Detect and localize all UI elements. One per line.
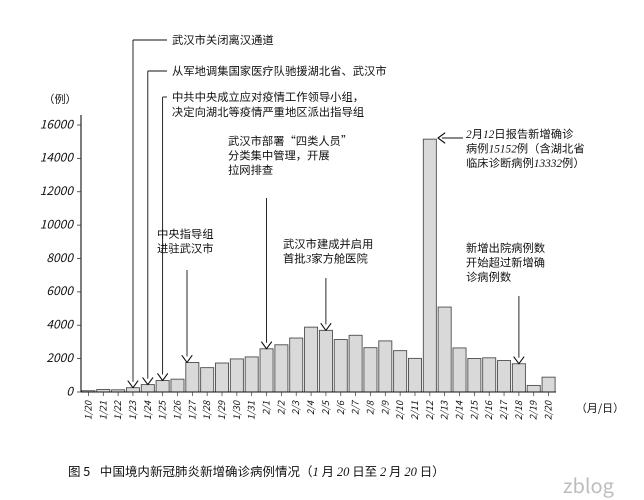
svg-text:2/3: 2/3 bbox=[288, 400, 302, 415]
svg-text:14000: 14000 bbox=[40, 149, 75, 166]
svg-text:诊病例数: 诊病例数 bbox=[466, 269, 512, 285]
svg-text:临床诊断病例13332例）: 临床诊断病例13332例） bbox=[466, 155, 585, 171]
svg-text:12000: 12000 bbox=[40, 182, 75, 199]
svg-text:1/22: 1/22 bbox=[110, 400, 124, 420]
svg-text:中共中央成立应对疫情工作领导小组，: 中共中央成立应对疫情工作领导小组， bbox=[172, 89, 364, 105]
svg-text:2/10: 2/10 bbox=[392, 400, 406, 420]
svg-text:拉网排查: 拉网排查 bbox=[228, 162, 273, 178]
svg-text:进驻武汉市: 进驻武汉市 bbox=[157, 241, 214, 257]
svg-text:2/19: 2/19 bbox=[526, 400, 540, 420]
svg-text:决定向湖北等疫情严重地区派出指导组: 决定向湖北等疫情严重地区派出指导组 bbox=[172, 104, 364, 120]
svg-text:1/28: 1/28 bbox=[199, 400, 213, 420]
svg-text:2/15: 2/15 bbox=[466, 400, 480, 420]
svg-text:1/21: 1/21 bbox=[95, 401, 109, 420]
svg-text:2/9: 2/9 bbox=[377, 400, 391, 415]
svg-text:8000: 8000 bbox=[46, 249, 74, 266]
svg-text:2/11: 2/11 bbox=[407, 401, 421, 420]
svg-text:2/4: 2/4 bbox=[303, 400, 317, 415]
svg-text:10000: 10000 bbox=[40, 215, 75, 232]
svg-text:2/16: 2/16 bbox=[481, 399, 495, 420]
svg-text:2/6: 2/6 bbox=[333, 399, 347, 415]
svg-text:1/31: 1/31 bbox=[244, 401, 258, 420]
svg-text:武汉市关闭离汉通道: 武汉市关闭离汉通道 bbox=[172, 32, 274, 48]
svg-text:图 5: 图 5 bbox=[68, 461, 90, 480]
svg-text:1/26: 1/26 bbox=[169, 399, 183, 420]
svg-text:1/30: 1/30 bbox=[229, 400, 243, 420]
svg-text:6000: 6000 bbox=[46, 282, 74, 299]
svg-text:1/25: 1/25 bbox=[155, 400, 169, 420]
svg-text:1/29: 1/29 bbox=[214, 400, 228, 420]
svg-text:2000: 2000 bbox=[46, 349, 74, 366]
svg-text:首批3家方舱医院: 首批3家方舱医院 bbox=[283, 251, 368, 267]
svg-text:2/13: 2/13 bbox=[437, 400, 451, 420]
svg-text:1/20: 1/20 bbox=[80, 400, 94, 420]
svg-text:2/7: 2/7 bbox=[348, 399, 362, 415]
svg-text:2/18: 2/18 bbox=[511, 400, 525, 420]
svg-text:1/27: 1/27 bbox=[184, 399, 198, 420]
svg-text:从军地调集国家医疗队驰援湖北省、武汉市: 从军地调集国家医疗队驰援湖北省、武汉市 bbox=[172, 63, 387, 79]
svg-text:2/8: 2/8 bbox=[362, 400, 376, 415]
svg-text:1/23: 1/23 bbox=[125, 400, 139, 420]
svg-text:2/20: 2/20 bbox=[541, 400, 555, 420]
svg-text:2/12: 2/12 bbox=[422, 400, 436, 420]
svg-text:4000: 4000 bbox=[46, 316, 74, 333]
svg-text:2/2: 2/2 bbox=[273, 400, 287, 415]
svg-text:（例）: （例） bbox=[44, 91, 77, 107]
svg-text:16000: 16000 bbox=[40, 115, 75, 132]
svg-text:zblog: zblog bbox=[563, 470, 614, 499]
svg-text:2/5: 2/5 bbox=[318, 400, 332, 415]
svg-text:2/17: 2/17 bbox=[496, 399, 510, 420]
svg-text:2/14: 2/14 bbox=[452, 400, 466, 420]
svg-text:（月/日）: （月/日） bbox=[576, 400, 624, 416]
svg-text:2/1: 2/1 bbox=[259, 401, 273, 415]
svg-text:中国境内新冠肺炎新增确诊病例情况（1 月 20 日至 2 月: 中国境内新冠肺炎新增确诊病例情况（1 月 20 日至 2 月 20 日） bbox=[100, 461, 445, 480]
svg-text:1/24: 1/24 bbox=[140, 400, 154, 420]
